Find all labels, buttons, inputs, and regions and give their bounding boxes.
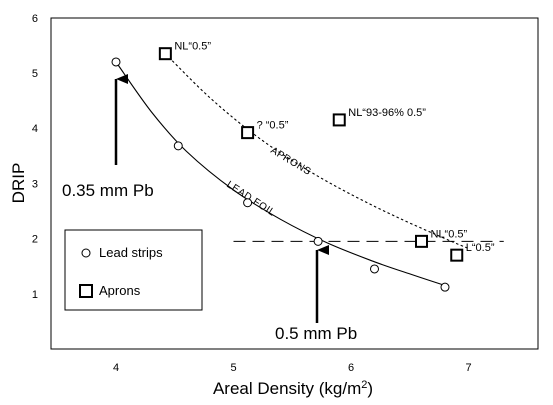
y-tick-label: 6 <box>32 13 38 25</box>
apron-point-label: NL“93-96% 0.5” <box>348 107 426 119</box>
apron-point-label: L“0.5” <box>466 242 495 254</box>
data-markers <box>111 47 464 292</box>
legend-label-lead-strips: Lead strips <box>99 245 163 260</box>
legend-square-marker <box>79 284 93 298</box>
annotation-05: 0.5 mm Pb <box>275 245 357 343</box>
y-tick-label: 5 <box>32 68 38 80</box>
x-tick-label: 6 <box>348 362 354 374</box>
y-axis-title: DRIP <box>9 163 28 204</box>
apron-point-label: NL“0.5” <box>431 228 468 240</box>
lead-strip-point <box>313 236 323 246</box>
apron-point-label: NL“0.5” <box>174 41 211 53</box>
apron-point <box>332 113 346 127</box>
x-axis-title: Areal Density (kg/m2) <box>213 379 373 398</box>
y-axis-ticks: 1 2 3 4 5 6 <box>32 13 38 301</box>
lead-strip-point <box>243 198 253 208</box>
plot-frame <box>50 17 539 350</box>
apron-point <box>158 47 172 61</box>
lead-strip-point <box>111 57 121 67</box>
fit-curve-lead-foil <box>115 61 446 287</box>
annotation-035: 0.35 mm Pb <box>62 74 154 200</box>
apron-point-label: ? “0.5” <box>257 120 289 132</box>
x-axis-ticks: 4 5 6 7 <box>113 362 472 374</box>
x-tick-label: 5 <box>230 362 236 374</box>
point-labels: NL“0.5” ? “0.5” NL“93-96% 0.5” NL“0.5” L“0.5… <box>174 41 494 254</box>
apron-point <box>450 248 464 262</box>
lead-strip-point <box>440 282 450 292</box>
curve-label-aprons: APRONS <box>268 145 312 178</box>
y-tick-label: 3 <box>32 178 38 190</box>
apron-point <box>241 126 255 140</box>
annotation-text-035: 0.35 mm Pb <box>62 181 154 200</box>
fit-curve-aprons <box>164 53 469 250</box>
legend-label-aprons: Aprons <box>99 283 141 298</box>
curve-label-lead-foil: LEAD FOIL <box>224 179 277 219</box>
y-tick-label: 2 <box>32 234 38 246</box>
y-tick-label: 4 <box>32 123 38 135</box>
lead-strip-point <box>173 141 183 151</box>
lead-strip-point <box>370 264 379 274</box>
apron-point <box>415 234 428 248</box>
x-tick-label: 7 <box>465 362 471 374</box>
annotation-text-05: 0.5 mm Pb <box>275 324 357 343</box>
legend: Lead strips Aprons <box>64 229 203 311</box>
y-tick-label: 1 <box>32 289 38 301</box>
x-tick-label: 4 <box>113 362 119 374</box>
fit-curves <box>115 53 469 287</box>
legend-box <box>64 229 203 311</box>
legend-circle-marker <box>81 248 91 258</box>
